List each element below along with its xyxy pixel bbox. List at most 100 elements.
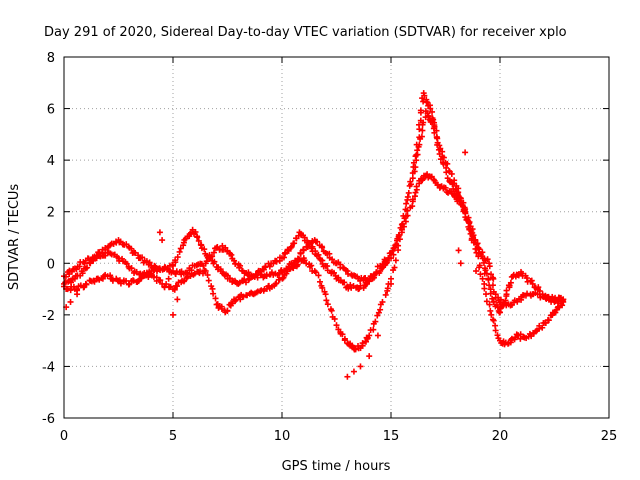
data-point [156, 229, 163, 236]
data-point [83, 281, 90, 288]
data-point [481, 285, 488, 292]
data-point [170, 311, 176, 318]
data-point [419, 127, 426, 134]
data-point [157, 277, 164, 284]
data-point [342, 267, 349, 274]
y-axis-label: SDTVAR / TECUs [7, 184, 22, 291]
data-point [507, 339, 514, 346]
data-point [462, 210, 469, 217]
data-point [490, 298, 497, 305]
data-point [413, 141, 420, 148]
data-point [490, 288, 497, 295]
data-point [330, 269, 337, 276]
data-point [490, 317, 497, 324]
data-point [539, 324, 546, 331]
data-point [74, 291, 81, 298]
data-point [288, 243, 295, 250]
data-point [176, 248, 183, 255]
data-point [329, 256, 336, 263]
data-point [494, 332, 501, 339]
data-point [482, 267, 489, 274]
data-point [123, 260, 130, 267]
data-point [401, 215, 408, 222]
data-point [341, 279, 348, 286]
data-point [81, 260, 88, 267]
data-point [414, 147, 421, 154]
data-point [416, 134, 423, 141]
data-point [333, 322, 340, 329]
data-point [407, 181, 414, 188]
data-point [473, 249, 480, 256]
data-point [444, 160, 451, 167]
data-point [486, 301, 493, 308]
data-point [532, 328, 539, 335]
data-point [224, 307, 231, 314]
y-tick-label: 8 [47, 51, 55, 66]
data-point [366, 353, 373, 360]
data-point [386, 255, 393, 262]
data-point [285, 247, 292, 254]
data-point [237, 262, 244, 269]
data-point [416, 180, 423, 187]
data-point [507, 279, 514, 286]
data-point [503, 287, 510, 294]
data-point [174, 283, 181, 290]
data-point [194, 234, 201, 241]
data-point [357, 363, 364, 370]
data-point [455, 189, 462, 196]
axis-ticks: 0 5 10 15 20 25 -6 -4 -2 0 2 4 6 8 [42, 51, 617, 444]
data-point [195, 237, 202, 244]
data-point [409, 196, 416, 203]
data-point [495, 335, 502, 342]
data-point [370, 326, 377, 333]
data-point [245, 269, 252, 276]
data-point [521, 334, 528, 341]
data-point [382, 291, 389, 298]
data-point [290, 259, 297, 266]
data-point [102, 252, 109, 259]
data-point [402, 218, 409, 225]
data-point [324, 301, 331, 308]
data-point [400, 223, 407, 230]
data-point [484, 256, 491, 263]
y-tick-label: -6 [42, 412, 55, 427]
data-point [388, 280, 394, 287]
data-point [488, 311, 495, 318]
data-point [171, 286, 178, 293]
data-point [190, 271, 197, 278]
data-point [300, 246, 307, 253]
data-point [245, 276, 252, 283]
plot-frame [63, 56, 610, 419]
data-point [273, 280, 280, 287]
data-point [281, 271, 288, 278]
data-point [253, 289, 260, 296]
grid [64, 57, 609, 418]
data-point [91, 278, 98, 285]
data-point [309, 267, 316, 274]
data-point [487, 307, 494, 314]
y-tick-label: 0 [47, 257, 55, 272]
data-point [319, 244, 326, 251]
data-point [357, 277, 364, 284]
data-point [421, 92, 428, 99]
data-point [232, 297, 239, 304]
data-point [436, 142, 443, 149]
data-point [344, 373, 351, 380]
y-tick-label: 2 [47, 206, 55, 221]
data-point [217, 266, 224, 273]
data-point [139, 254, 146, 261]
data-point [372, 318, 379, 325]
data-point [323, 297, 330, 304]
data-point [113, 253, 120, 260]
data-point [339, 331, 346, 338]
data-point [146, 259, 153, 266]
data-point [294, 261, 301, 268]
data-point [395, 242, 402, 249]
data-point [84, 264, 91, 271]
data-point [430, 176, 437, 183]
data-point [204, 271, 211, 278]
data-point [67, 298, 74, 305]
data-point [468, 227, 475, 234]
data-point [557, 295, 564, 302]
data-point [364, 334, 371, 341]
